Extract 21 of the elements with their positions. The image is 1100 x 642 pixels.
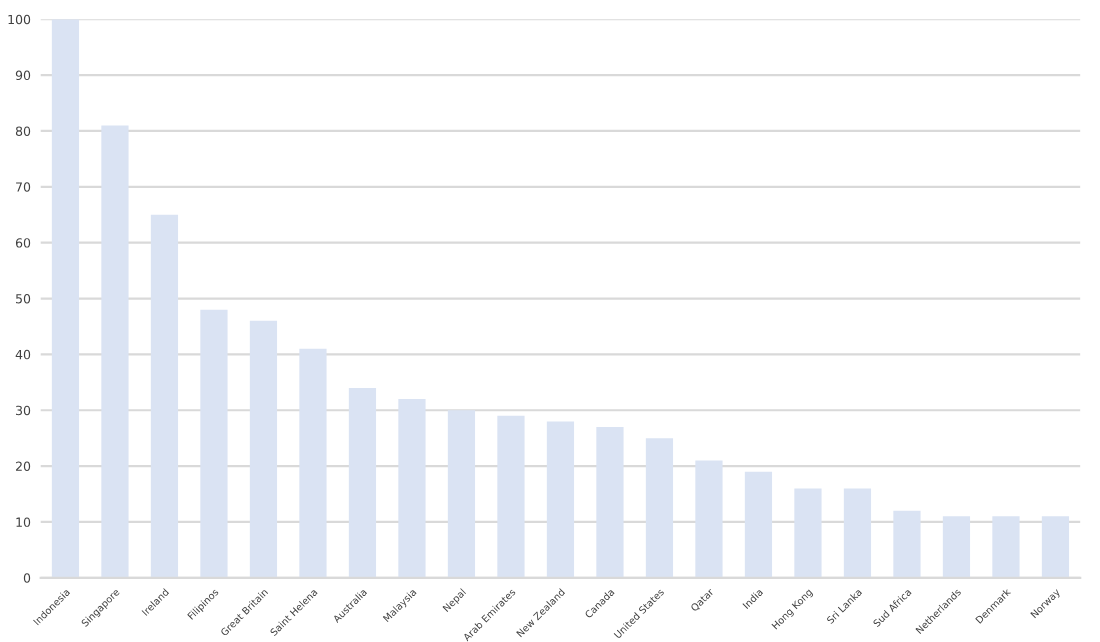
bar (893, 510, 921, 578)
bar (596, 426, 624, 578)
bar (992, 516, 1020, 578)
bar (299, 348, 327, 578)
bar (1041, 516, 1070, 578)
bar (794, 488, 822, 578)
bar (398, 399, 426, 578)
bar (200, 309, 228, 578)
bar (101, 125, 129, 578)
bar (249, 320, 278, 578)
bar (150, 214, 179, 578)
bar (744, 471, 773, 578)
bar (645, 438, 674, 578)
bar (348, 387, 377, 578)
bar (843, 488, 872, 578)
bar (497, 415, 525, 578)
bar (447, 410, 476, 578)
bar (942, 516, 971, 578)
bar (51, 19, 80, 578)
bar (546, 421, 575, 578)
bar (695, 460, 723, 578)
